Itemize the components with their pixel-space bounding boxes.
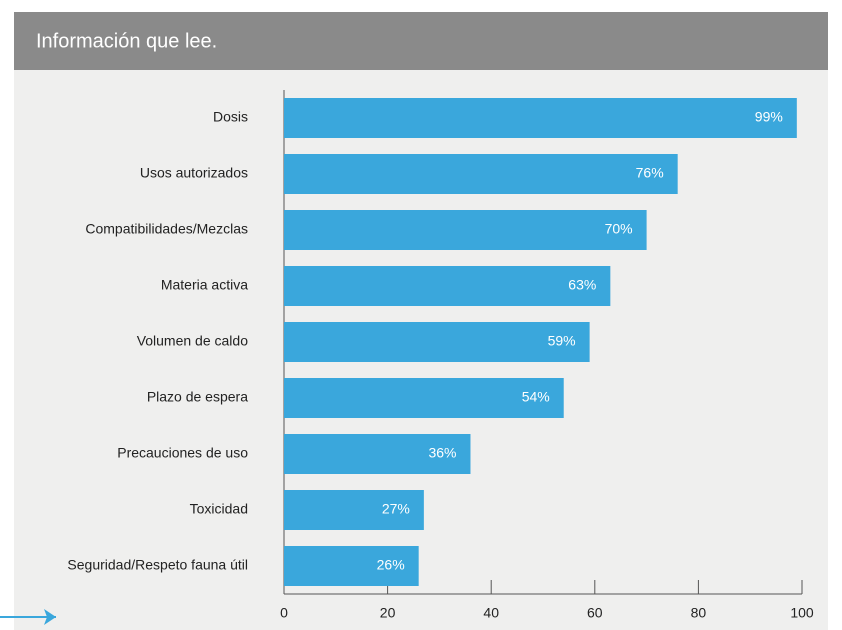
value-label: 27%: [382, 501, 410, 517]
value-label: 59%: [548, 333, 576, 349]
bar: [284, 546, 419, 586]
bar: [284, 490, 424, 530]
bar: [284, 378, 564, 418]
y-tick-label: Seguridad/Respeto fauna útil: [67, 557, 248, 573]
y-tick-label: Plazo de espera: [147, 389, 248, 405]
bar: [284, 210, 647, 250]
value-label: 99%: [755, 109, 783, 125]
y-tick-label: Precauciones de uso: [117, 445, 248, 461]
value-label: 36%: [428, 445, 456, 461]
bar: [284, 154, 678, 194]
arrow-icon: [0, 609, 56, 625]
x-tick-label: 20: [380, 605, 396, 621]
y-tick-label: Toxicidad: [190, 501, 248, 517]
y-tick-label: Volumen de caldo: [137, 333, 249, 349]
bar: [284, 322, 590, 362]
bar: [284, 266, 611, 306]
value-label: 63%: [568, 277, 596, 293]
value-label: 70%: [605, 221, 633, 237]
x-tick-label: 80: [691, 605, 707, 621]
y-tick-label: Dosis: [213, 109, 248, 125]
y-tick-label: Compatibilidades/Mezclas: [85, 221, 248, 237]
x-tick-label: 60: [587, 605, 603, 621]
y-tick-label: Materia activa: [161, 277, 248, 293]
chart-title: Información que lee.: [36, 30, 217, 52]
x-tick-label: 40: [483, 605, 499, 621]
bar: [284, 434, 471, 474]
x-tick-label: 100: [790, 605, 814, 621]
bar: [284, 98, 797, 138]
y-tick-label: Usos autorizados: [140, 165, 248, 181]
value-label: 76%: [636, 165, 664, 181]
x-tick-label: 0: [280, 605, 288, 621]
value-label: 54%: [522, 389, 550, 405]
value-label: 26%: [377, 557, 405, 573]
title-bar: [14, 12, 828, 70]
